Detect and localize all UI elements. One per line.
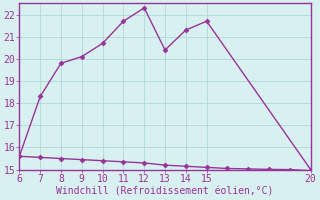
X-axis label: Windchill (Refroidissement éolien,°C): Windchill (Refroidissement éolien,°C): [56, 187, 274, 197]
